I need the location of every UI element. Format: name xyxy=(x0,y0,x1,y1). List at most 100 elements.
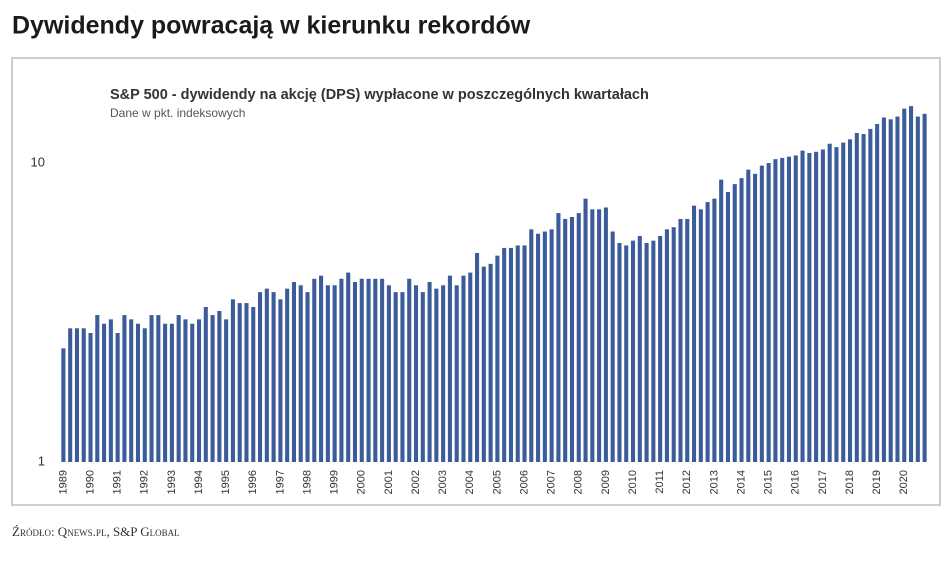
bar xyxy=(129,319,134,462)
bar xyxy=(352,281,358,462)
bar xyxy=(868,128,873,463)
x-tick-label: 2009 xyxy=(600,470,612,494)
bar xyxy=(61,348,66,462)
bar xyxy=(251,306,256,462)
bar xyxy=(576,213,581,462)
bar xyxy=(264,288,269,462)
x-tick-label: 1990 xyxy=(84,470,96,494)
y-tick-label: 10 xyxy=(31,154,45,169)
bar xyxy=(468,272,473,462)
x-tick-label: 1993 xyxy=(166,470,178,494)
bar xyxy=(630,240,636,462)
bar xyxy=(861,134,866,462)
bar xyxy=(922,113,927,462)
bar xyxy=(244,303,249,462)
bar xyxy=(583,198,588,462)
bar xyxy=(258,292,263,462)
bar xyxy=(753,173,758,462)
bar xyxy=(325,285,330,462)
bar xyxy=(230,299,235,462)
bar xyxy=(427,281,432,462)
bar xyxy=(339,278,344,462)
bar xyxy=(895,116,900,463)
bar xyxy=(461,275,466,462)
bar xyxy=(637,235,642,462)
bar xyxy=(346,272,351,462)
bar xyxy=(597,209,602,462)
bar xyxy=(224,319,229,462)
chart-title: S&P 500 - dywidendy na akcję (DPS) wypła… xyxy=(110,87,649,103)
bar xyxy=(766,163,771,463)
bar xyxy=(610,231,615,462)
bar xyxy=(522,245,527,462)
bar xyxy=(881,117,886,462)
x-tick-label: 1995 xyxy=(220,470,232,494)
x-tick-label: 2014 xyxy=(735,470,747,494)
bar xyxy=(291,281,296,462)
source-note: Źródło: Qnews.pl, S&P Global xyxy=(12,524,180,539)
bar xyxy=(502,247,507,462)
bar xyxy=(617,243,622,462)
bar xyxy=(807,153,812,462)
x-tick-label: 1998 xyxy=(301,470,313,494)
bar xyxy=(888,119,893,463)
bar xyxy=(529,229,534,462)
x-tick-label: 2002 xyxy=(410,470,422,494)
bar xyxy=(420,292,425,462)
bar xyxy=(183,319,188,462)
bar xyxy=(217,310,222,462)
bar xyxy=(156,315,161,462)
bar xyxy=(624,245,629,462)
bar xyxy=(278,299,283,462)
x-tick-label: 2001 xyxy=(383,470,395,494)
bar xyxy=(210,315,215,462)
bar xyxy=(495,255,500,462)
bar xyxy=(488,263,493,462)
x-tick-label: 2018 xyxy=(844,470,856,494)
bar xyxy=(719,179,724,462)
bar xyxy=(692,205,697,462)
bar xyxy=(508,247,513,462)
bar xyxy=(814,151,819,462)
bar xyxy=(95,315,100,462)
bar xyxy=(407,278,412,462)
bar xyxy=(102,323,107,462)
x-tick-label: 2006 xyxy=(518,470,530,494)
x-tick-label: 2007 xyxy=(546,470,558,494)
x-tick-label: 2004 xyxy=(464,470,476,494)
x-tick-label: 1999 xyxy=(329,470,341,494)
bar xyxy=(319,275,324,462)
x-tick-label: 2000 xyxy=(356,470,368,494)
bar xyxy=(298,285,303,462)
x-tick-label: 2015 xyxy=(763,470,775,494)
x-tick-label: 2020 xyxy=(898,470,910,494)
bar xyxy=(81,328,86,462)
bar xyxy=(149,315,154,462)
bar xyxy=(685,218,690,462)
bar xyxy=(142,328,147,462)
bar xyxy=(712,198,717,462)
bar xyxy=(549,229,554,462)
bar xyxy=(366,278,371,462)
x-tick-label: 2008 xyxy=(573,470,585,494)
bar xyxy=(169,323,174,462)
x-tick-label: 2016 xyxy=(790,470,802,494)
bar xyxy=(834,147,839,463)
bar xyxy=(556,213,561,462)
bar xyxy=(671,227,676,462)
bar xyxy=(88,333,93,462)
bar xyxy=(915,116,920,463)
bar xyxy=(454,285,459,462)
bar xyxy=(827,143,832,462)
bar xyxy=(108,319,113,462)
bar xyxy=(190,323,195,462)
bar xyxy=(644,243,649,462)
bar xyxy=(759,165,764,463)
bar xyxy=(359,278,364,462)
x-tick-label: 2013 xyxy=(708,470,720,494)
bar xyxy=(875,124,880,463)
bar xyxy=(651,240,656,462)
bar xyxy=(746,169,751,462)
bar xyxy=(902,108,907,462)
